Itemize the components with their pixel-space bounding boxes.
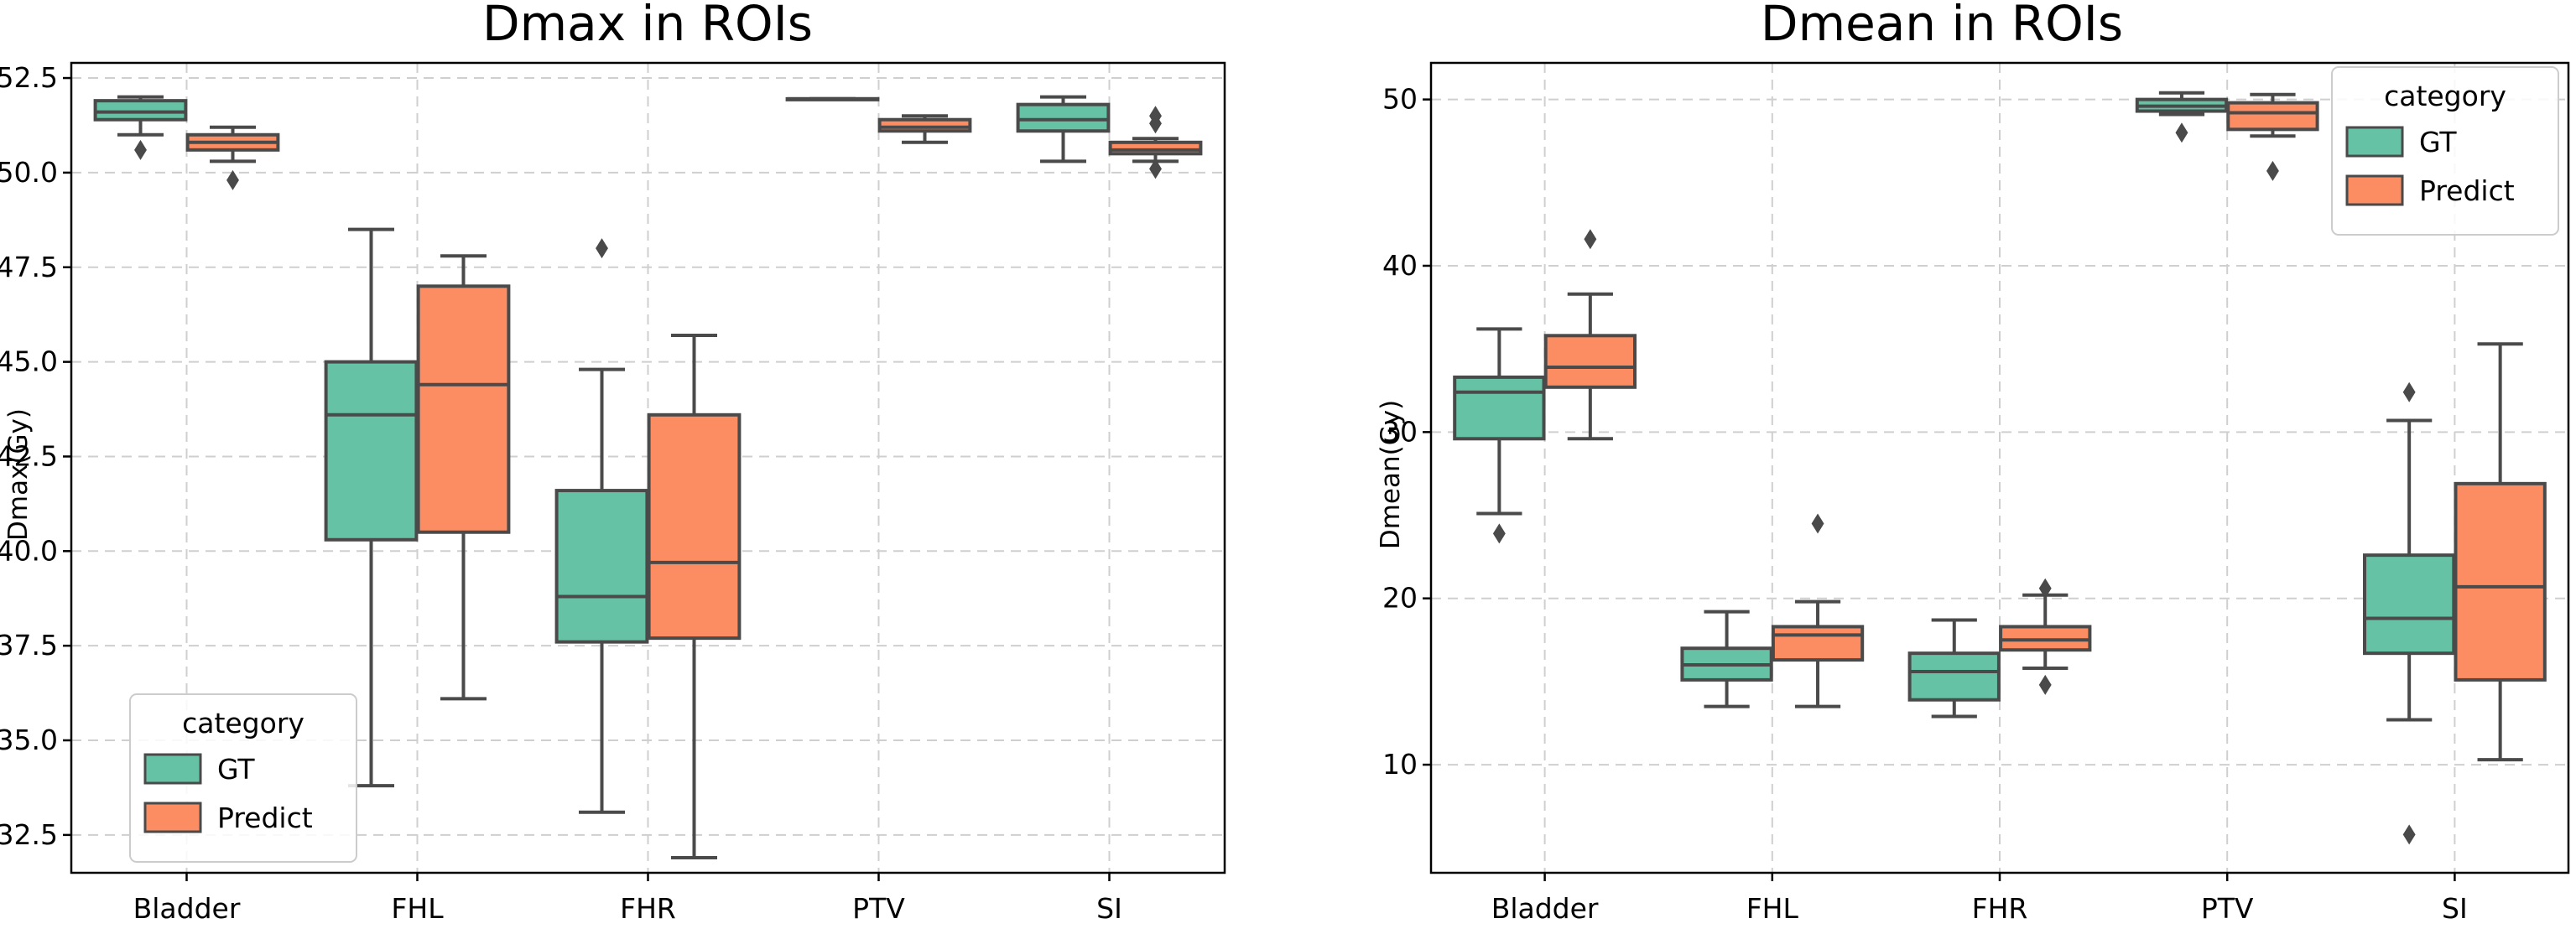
dmean-predict-ptv-box — [2226, 101, 2319, 132]
dmax-ytick-label: 45.0 — [0, 345, 58, 378]
dmax-gt-bladder-outlier-point — [134, 139, 147, 160]
dmax-ytick-label: 40.0 — [0, 534, 58, 567]
dmax-gt-fhr-box — [554, 489, 649, 644]
dmean-ytick-label: 50 — [1382, 83, 1418, 116]
dmax-chart-title: Dmax in ROIs — [482, 0, 813, 52]
dmean-ytick-label: 30 — [1382, 415, 1418, 448]
dmean-predict-fhl-box — [1771, 625, 1865, 662]
dmax-gt-fhr-outlier-point — [596, 238, 608, 259]
dmean-predict-bladder-box — [1543, 334, 1637, 389]
dmean-chart-panel: Dmean in ROIs Dmean(Gy) 10 20 30 40 50 Bladd… — [1376, 0, 2570, 925]
dmax-legend-label-predict: Predict — [217, 802, 313, 834]
dmax-predict-si-outlier-point — [1149, 158, 1162, 179]
dmean-legend-swatch-predict — [2345, 174, 2404, 206]
dmean-chart-title: Dmean in ROIs — [1761, 0, 2123, 52]
dmean-legend: category GT Predict — [2331, 66, 2559, 236]
dmax-xtick-label-si: SI — [1096, 892, 1122, 925]
dmean-xtick-label-bladder: Bladder — [1491, 892, 1599, 925]
dmean-gt-si-box — [2363, 553, 2456, 656]
dmax-ytick-label: 50.0 — [0, 156, 58, 189]
dmean-predict-fhr-outlier-point — [2038, 578, 2052, 599]
dmax-ytick-label: 37.5 — [0, 629, 58, 662]
dmean-xtick-label-fhl: FHL — [1746, 892, 1799, 925]
dmax-legend-label-gt: GT — [217, 753, 255, 786]
dmean-gt-si-outlier-point — [2402, 381, 2416, 402]
dmean-ytick-label: 10 — [1382, 748, 1418, 781]
dmax-ytick-label: 47.5 — [0, 251, 58, 283]
dmean-xtick-label-fhr: FHR — [1972, 892, 2028, 925]
dmean-gt-ptv-outlier-point — [2175, 122, 2188, 143]
dmean-gt-bladder-outlier-point — [1492, 523, 1506, 544]
dmax-xtick-label-fhr: FHR — [620, 892, 676, 925]
dmax-xtick-label-fhl: FHL — [391, 892, 444, 925]
dmax-legend-title: category — [182, 707, 304, 739]
dmean-ytick-label: 20 — [1382, 582, 1418, 615]
dmax-ytick-label: 32.5 — [0, 818, 58, 851]
dmean-xtick-label-ptv: PTV — [2201, 892, 2254, 925]
dmean-y-axis-label: Dmean(Gy) — [1376, 400, 1406, 549]
dmean-predict-ptv-outlier-point — [2266, 160, 2279, 181]
dmax-chart-panel: Dmax in ROIs Dmax(Gy) 32.5 35.0 37.5 40.0 42… — [0, 0, 1226, 925]
dmax-predict-fhr-box — [647, 413, 742, 641]
dmean-predict-fhr-outlier-point — [2038, 674, 2052, 695]
dmax-predict-fhl-box — [416, 284, 511, 534]
dmean-legend-swatch-gt — [2345, 126, 2404, 158]
dmax-gt-si-box — [1016, 102, 1111, 133]
dmean-legend-title: category — [2384, 80, 2506, 112]
dmean-gt-si-outlier-point — [2402, 824, 2416, 845]
dmax-legend-swatch-predict — [143, 802, 202, 833]
dmax-legend-swatch-gt — [143, 753, 202, 785]
dmax-ytick-label: 35.0 — [0, 724, 58, 756]
dmean-ytick-label: 40 — [1382, 249, 1418, 282]
dmean-predict-bladder-outlier-point — [1584, 229, 1597, 250]
dmax-y-axis-label: Dmax(Gy) — [3, 408, 34, 541]
dmean-predict-si-box — [2454, 481, 2547, 682]
dmean-predict-fhl-outlier-point — [1811, 513, 1824, 534]
dmean-legend-label-gt: GT — [2419, 126, 2457, 158]
dmean-xtick-label-si: SI — [2442, 892, 2468, 925]
dmean-gt-bladder-box — [1453, 375, 1546, 441]
dmean-gt-fhr-box — [1907, 651, 2001, 702]
dmax-predict-si-outlier-point — [1149, 113, 1162, 134]
dmax-ytick-label: 42.5 — [0, 439, 58, 472]
dmax-xtick-label-ptv: PTV — [852, 892, 905, 925]
dmax-ytick-label: 52.5 — [0, 61, 58, 94]
dmax-predict-bladder-outlier-point — [226, 169, 239, 190]
dmax-legend: category GT Predict — [129, 693, 357, 863]
dmax-gt-bladder-box — [93, 99, 188, 122]
dmax-predict-ptv-box — [877, 117, 972, 133]
dmax-predict-si-box — [1108, 140, 1203, 156]
dmax-xtick-label-bladder: Bladder — [133, 892, 241, 925]
dmean-legend-label-predict: Predict — [2419, 174, 2515, 207]
dmax-gt-fhl-box — [324, 360, 419, 542]
